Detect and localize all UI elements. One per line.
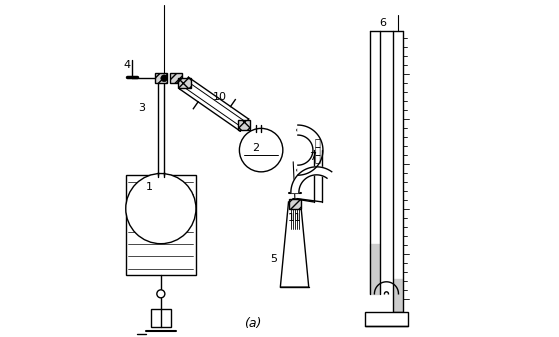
Bar [364, 312, 408, 326]
Bar [170, 73, 182, 83]
Bar [238, 120, 250, 130]
Text: 水: 水 [315, 145, 321, 155]
Text: 泵: 泵 [315, 153, 321, 163]
Text: 11: 11 [287, 213, 301, 223]
Polygon shape [298, 125, 323, 175]
Circle shape [161, 75, 168, 82]
Text: 接: 接 [315, 137, 321, 147]
Text: (a): (a) [244, 317, 262, 330]
Text: 6: 6 [380, 18, 387, 28]
Circle shape [239, 128, 283, 172]
Text: 10: 10 [212, 92, 226, 102]
Polygon shape [291, 167, 331, 192]
Text: 1: 1 [146, 182, 153, 192]
Text: 3: 3 [138, 103, 145, 113]
Text: 2: 2 [253, 144, 260, 153]
Bar [288, 198, 301, 209]
Text: 5: 5 [270, 254, 277, 264]
Bar [178, 78, 191, 88]
Text: 4: 4 [124, 60, 131, 70]
Circle shape [126, 174, 196, 244]
Bar [151, 309, 171, 327]
Text: 7: 7 [309, 152, 316, 162]
Bar [126, 175, 196, 275]
Bar [155, 73, 167, 83]
Circle shape [157, 290, 165, 298]
